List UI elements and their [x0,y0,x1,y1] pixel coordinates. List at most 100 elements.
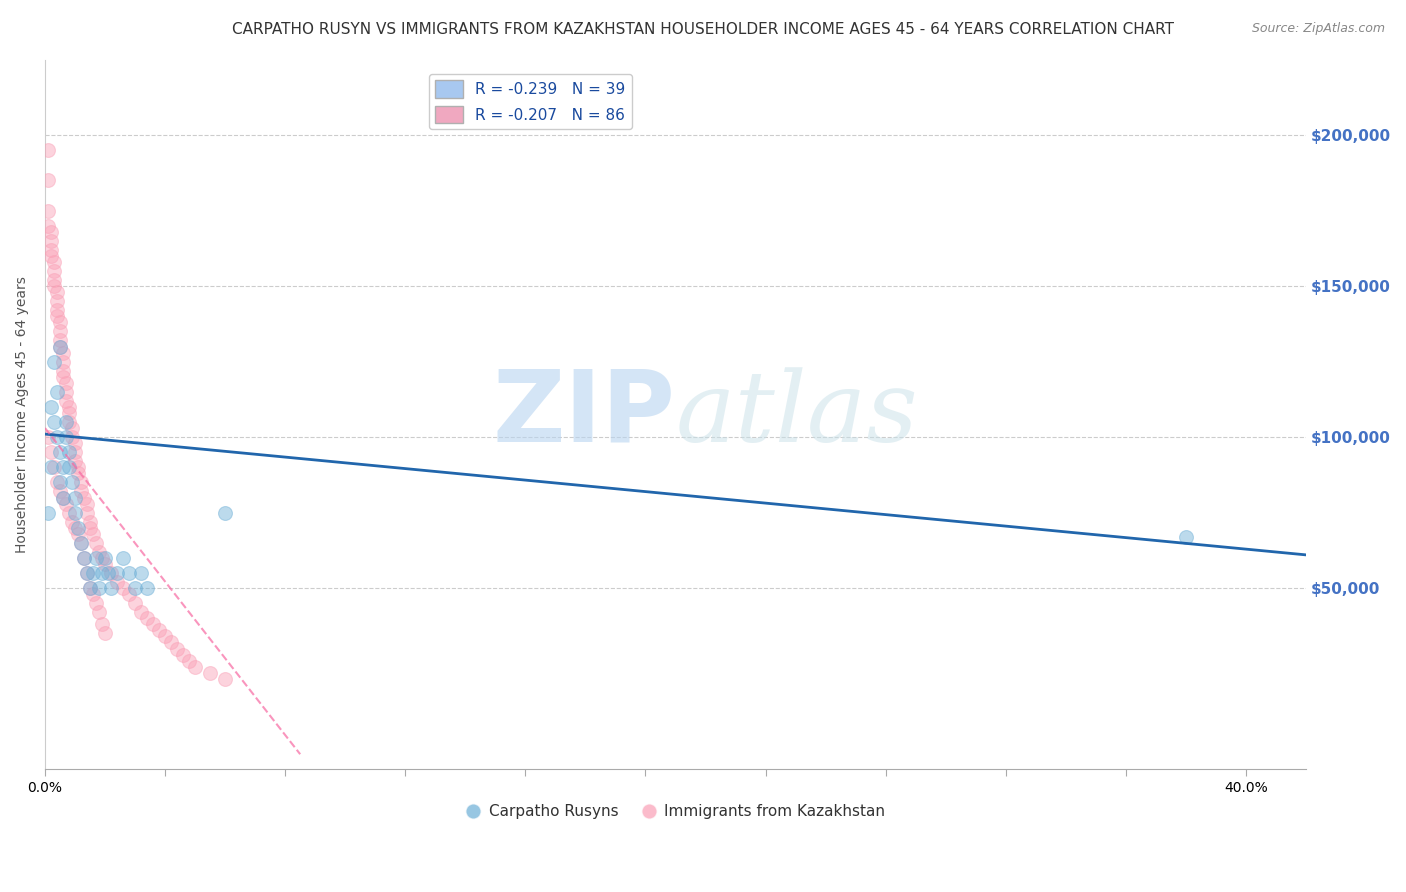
Point [52,369,75,384]
Point [49,445,72,459]
Point [70,536,93,550]
Point [49,334,72,348]
Point [118,566,141,580]
Point [39,460,62,475]
Point [42,279,65,293]
Point [198,665,221,680]
Point [82,566,104,580]
Text: Source: ZipAtlas.com: Source: ZipAtlas.com [1251,22,1385,36]
Point [46,475,69,490]
Point [214,506,236,520]
Point [76,566,98,580]
Point [118,587,141,601]
Point [46,430,69,444]
Point [97,566,120,580]
Point [39,234,62,248]
Point [136,611,159,625]
Point [49,339,72,353]
Point [42,255,65,269]
Point [63,521,86,535]
Point [55,497,77,511]
Point [148,624,170,638]
Point [66,460,89,475]
Point [55,393,77,408]
Point [184,659,207,673]
Point [87,605,110,619]
Point [55,376,77,390]
Point [39,249,62,263]
Point [100,581,122,595]
Point [58,445,80,459]
Point [73,550,96,565]
Point [46,310,69,324]
Point [37,219,59,233]
Point [94,557,117,571]
Point [129,566,152,580]
Point [42,415,65,429]
Point [112,550,135,565]
Point [100,566,122,580]
Point [60,421,83,435]
Point [49,484,72,499]
Point [39,243,62,257]
Point [87,581,110,595]
Point [70,536,93,550]
Point [112,581,135,595]
Point [84,550,107,565]
Point [79,581,101,595]
Point [70,484,93,499]
Point [52,460,75,475]
Point [91,550,114,565]
Point [37,506,59,520]
Point [70,475,93,490]
Point [79,521,101,535]
Point [52,491,75,505]
Point [79,581,101,595]
Point [87,545,110,559]
Point [153,629,176,643]
Point [76,506,98,520]
Text: CARPATHO RUSYN VS IMMIGRANTS FROM KAZAKHSTAN HOUSEHOLDER INCOME AGES 45 - 64 YEA: CARPATHO RUSYN VS IMMIGRANTS FROM KAZAKH… [232,22,1174,37]
Point [46,303,69,318]
Point [63,506,86,520]
Point [39,445,62,459]
Point [172,648,194,662]
Point [60,430,83,444]
Point [124,581,146,595]
Point [166,641,188,656]
Point [66,521,89,535]
Point [52,354,75,368]
Point [76,497,98,511]
Point [58,460,80,475]
Point [91,617,114,632]
Point [79,515,101,529]
Point [58,406,80,420]
Point [37,173,59,187]
Point [46,294,69,309]
Text: atlas: atlas [675,367,918,462]
Point [37,430,59,444]
Point [105,575,128,590]
Point [63,445,86,459]
Point [63,454,86,468]
Point [94,626,117,640]
Point [214,672,236,686]
Point [49,325,72,339]
Point [160,635,183,649]
Point [37,143,59,157]
Point [46,384,69,399]
Point [60,515,83,529]
Point [42,460,65,475]
Point [55,430,77,444]
Point [52,345,75,359]
Point [76,566,98,580]
Point [60,475,83,490]
Point [73,491,96,505]
Point [66,467,89,481]
Point [63,436,86,450]
Point [66,526,89,541]
Point [124,596,146,610]
Y-axis label: Householder Income Ages 45 - 64 years: Householder Income Ages 45 - 64 years [15,276,30,553]
Point [73,550,96,565]
Point [82,526,104,541]
